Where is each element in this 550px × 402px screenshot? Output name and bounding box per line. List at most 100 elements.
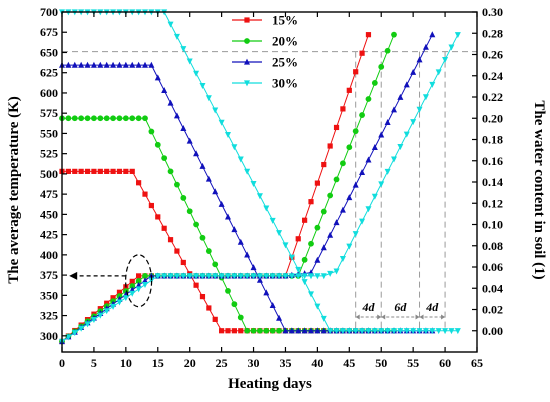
x-tick-label: 60 (439, 356, 451, 370)
x-tick-label: 5 (91, 356, 97, 370)
data-point (346, 243, 353, 250)
data-point (180, 195, 187, 201)
data-point (295, 327, 302, 334)
data-point (327, 192, 334, 199)
data-point (422, 328, 429, 335)
data-point (103, 61, 110, 68)
data-point (199, 162, 206, 169)
data-point (244, 327, 251, 334)
x-tick-label: 50 (375, 356, 387, 370)
data-point (148, 128, 155, 135)
series-2-temperature (59, 31, 397, 345)
data-point (173, 33, 180, 40)
data-point (122, 61, 129, 68)
data-point (288, 273, 295, 280)
data-point (302, 217, 308, 223)
plot-frame (61, 11, 478, 353)
data-point (161, 87, 168, 94)
data-point (397, 93, 404, 100)
data-point (339, 256, 346, 263)
data-point (244, 273, 251, 280)
data-point (180, 124, 187, 131)
data-point (71, 115, 78, 122)
data-point (199, 293, 206, 300)
y-left-tick-label: 350 (40, 288, 58, 302)
data-point (352, 231, 359, 238)
data-point (225, 273, 231, 280)
data-point (257, 327, 263, 334)
data-point (276, 273, 283, 280)
ticks-layer: 0 5 10 15 20 25 30 35 40 45 50 55 60 65 300 325 350 375 40… (40, 5, 503, 370)
data-point (116, 299, 123, 306)
data-point (231, 144, 238, 151)
y-right-tick-label: 0.08 (482, 239, 503, 253)
series-4-temperature (59, 32, 461, 345)
data-point (218, 273, 225, 280)
data-point (193, 70, 200, 77)
data-point (142, 273, 148, 279)
x-tick-label: 0 (59, 356, 65, 370)
data-point (346, 144, 353, 151)
data-point (173, 273, 180, 280)
data-point (269, 273, 276, 280)
data-point (237, 314, 244, 321)
data-point (410, 328, 417, 335)
data-point (359, 50, 365, 56)
x-tick-label: 25 (216, 356, 228, 370)
data-point (263, 205, 270, 212)
data-point (116, 115, 123, 122)
interval-annotation: 4d (355, 300, 382, 320)
data-point (129, 168, 135, 174)
data-point (359, 112, 365, 118)
data-point (148, 272, 155, 279)
data-point (256, 276, 263, 283)
data-point (129, 61, 136, 68)
y-right-tick-label: 0.02 (482, 303, 503, 317)
legend-label: 30% (272, 76, 298, 91)
data-point (282, 327, 289, 334)
y-left-tick-label: 375 (40, 268, 58, 282)
data-point (78, 115, 85, 122)
data-point (212, 107, 219, 114)
data-point (142, 115, 148, 122)
data-point (422, 43, 429, 50)
data-point (129, 283, 136, 289)
data-point (78, 168, 84, 174)
legend-item: 15% (232, 13, 298, 28)
data-point (378, 131, 385, 138)
data-point (154, 273, 161, 280)
data-point (167, 21, 174, 28)
interval-label: 6d (394, 300, 407, 314)
annotations-layer: 4d 6d 4d (69, 254, 446, 320)
data-point (84, 115, 91, 122)
data-point (237, 273, 244, 280)
data-point (295, 236, 301, 242)
data-point (72, 168, 78, 174)
data-point (97, 312, 104, 319)
data-point (155, 214, 161, 220)
data-point (135, 281, 142, 288)
data-point (122, 295, 129, 302)
interval-arrow-left (381, 314, 386, 320)
data-point (212, 273, 219, 280)
data-point (352, 328, 359, 335)
data-point (346, 194, 353, 201)
data-point (301, 273, 308, 280)
data-point (314, 180, 320, 186)
series-3-water-content (59, 61, 436, 334)
highlight-ellipse (125, 254, 153, 308)
data-point (65, 61, 72, 68)
data-point (91, 115, 97, 122)
data-point (135, 278, 142, 284)
data-point (371, 328, 378, 335)
data-point (340, 160, 346, 167)
data-point (378, 181, 385, 188)
data-point (244, 38, 250, 44)
x-tick-label: 40 (311, 356, 323, 370)
data-point (422, 94, 429, 101)
y-left-tick-label: 550 (40, 126, 58, 140)
data-point (327, 270, 334, 277)
data-point (403, 131, 410, 138)
data-point (333, 176, 340, 183)
data-point (218, 119, 225, 126)
